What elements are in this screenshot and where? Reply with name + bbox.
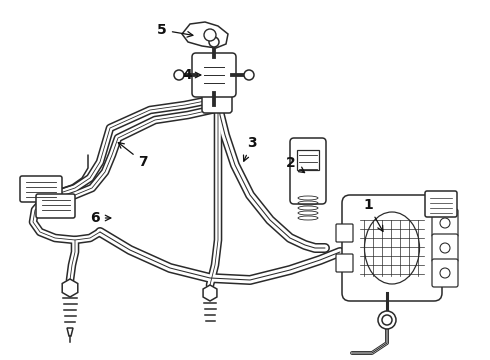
FancyBboxPatch shape xyxy=(432,209,458,237)
FancyBboxPatch shape xyxy=(192,53,236,97)
Circle shape xyxy=(204,29,216,41)
FancyBboxPatch shape xyxy=(432,234,458,262)
Circle shape xyxy=(440,268,450,278)
Circle shape xyxy=(440,218,450,228)
FancyBboxPatch shape xyxy=(202,89,232,113)
FancyBboxPatch shape xyxy=(342,195,442,301)
Text: 3: 3 xyxy=(244,136,257,161)
Polygon shape xyxy=(182,22,228,48)
FancyBboxPatch shape xyxy=(290,138,326,204)
FancyBboxPatch shape xyxy=(425,191,457,217)
FancyBboxPatch shape xyxy=(432,259,458,287)
FancyBboxPatch shape xyxy=(20,176,62,202)
Circle shape xyxy=(209,37,219,47)
Bar xyxy=(297,150,319,170)
Text: 2: 2 xyxy=(286,156,305,172)
Polygon shape xyxy=(67,328,73,336)
Circle shape xyxy=(174,70,184,80)
FancyBboxPatch shape xyxy=(36,194,75,218)
Text: 5: 5 xyxy=(157,23,193,37)
Text: 1: 1 xyxy=(363,198,383,231)
Circle shape xyxy=(382,315,392,325)
Text: 6: 6 xyxy=(90,211,111,225)
Text: 7: 7 xyxy=(118,143,148,169)
Circle shape xyxy=(440,243,450,253)
Text: 4: 4 xyxy=(182,68,201,82)
FancyBboxPatch shape xyxy=(336,224,353,242)
Circle shape xyxy=(244,70,254,80)
FancyBboxPatch shape xyxy=(336,254,353,272)
Circle shape xyxy=(378,311,396,329)
